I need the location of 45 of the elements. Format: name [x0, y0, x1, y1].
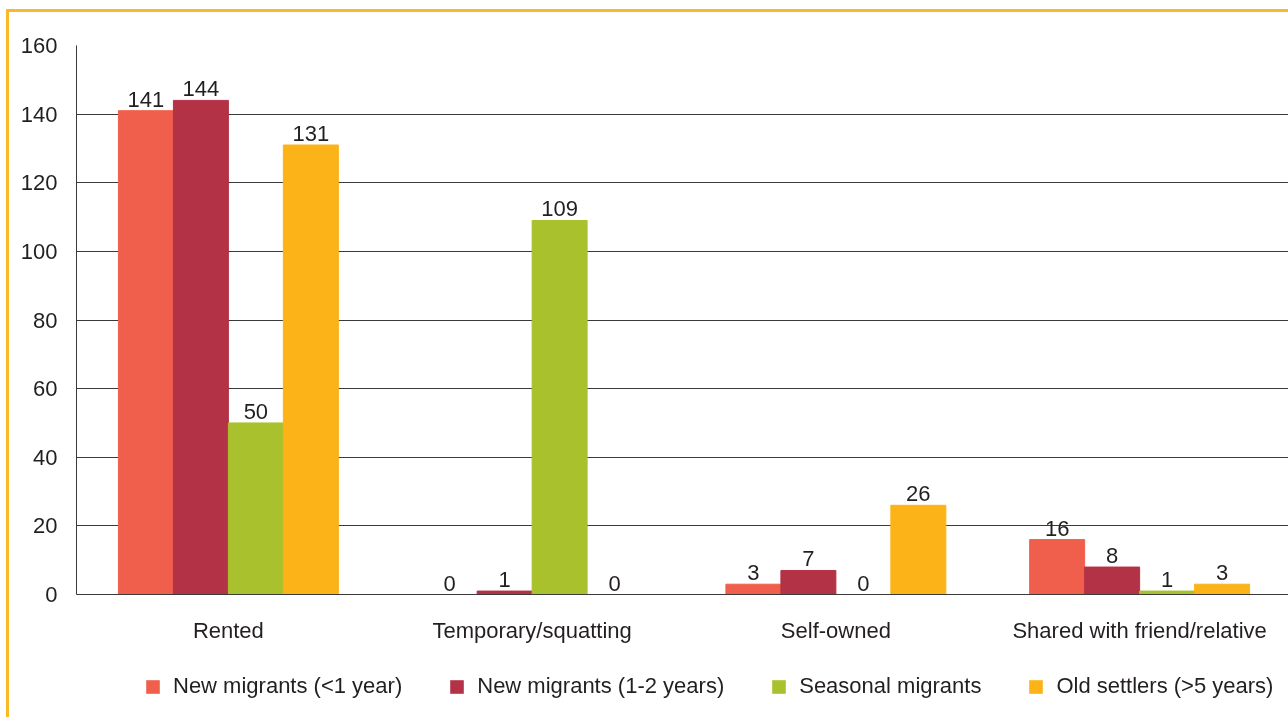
- data-label: 1: [498, 567, 511, 593]
- y-tick-label: 40: [33, 444, 58, 470]
- bar: [1139, 590, 1196, 595]
- y-tick-label: 20: [33, 513, 58, 539]
- bar: [1194, 583, 1251, 595]
- data-label: 7: [802, 546, 815, 572]
- data-label: 0: [443, 570, 456, 596]
- y-tick-label: 60: [33, 376, 58, 402]
- y-tick-label: 80: [33, 307, 58, 333]
- legend-label: Old settlers (>5 years): [1056, 673, 1274, 699]
- y-tick-label: 0: [45, 582, 58, 607]
- data-label: 50: [243, 398, 269, 424]
- bar: [1029, 539, 1086, 595]
- legend-label: Seasonal migrants: [799, 673, 982, 699]
- y-tick-label: 100: [20, 238, 58, 264]
- bar: [725, 583, 782, 595]
- data-label: 1: [1161, 567, 1174, 593]
- legend-label: New migrants (<1 year): [173, 673, 403, 699]
- bar: [476, 590, 533, 595]
- data-label: 144: [182, 76, 220, 102]
- data-label: 0: [608, 570, 621, 596]
- data-label: 3: [747, 560, 760, 586]
- data-label: 131: [292, 121, 330, 147]
- x-tick-label: Self-owned: [780, 617, 891, 643]
- bar: [282, 144, 339, 595]
- data-label: 3: [1215, 560, 1229, 586]
- x-tick-label: Temporary/squatting: [432, 617, 632, 643]
- bar: [780, 569, 837, 595]
- data-label: 109: [541, 196, 578, 222]
- y-tick-label: 120: [20, 170, 58, 196]
- bar: [117, 110, 174, 595]
- data-label: 0: [857, 570, 870, 596]
- data-label: 8: [1106, 543, 1119, 569]
- data-label: 26: [906, 481, 931, 507]
- x-tick-label: Shared with friend/relative: [1012, 617, 1267, 643]
- x-tick-label: Rented: [192, 617, 264, 643]
- legend-label: New migrants (1-2 years): [477, 673, 725, 699]
- bar: [531, 219, 588, 595]
- bar: [890, 504, 947, 595]
- y-tick-label: 140: [20, 101, 58, 127]
- bar: [1084, 566, 1141, 595]
- bar: [172, 99, 229, 595]
- bar: [227, 422, 284, 595]
- data-label: 141: [127, 86, 165, 112]
- y-tick-label: 160: [20, 33, 58, 58]
